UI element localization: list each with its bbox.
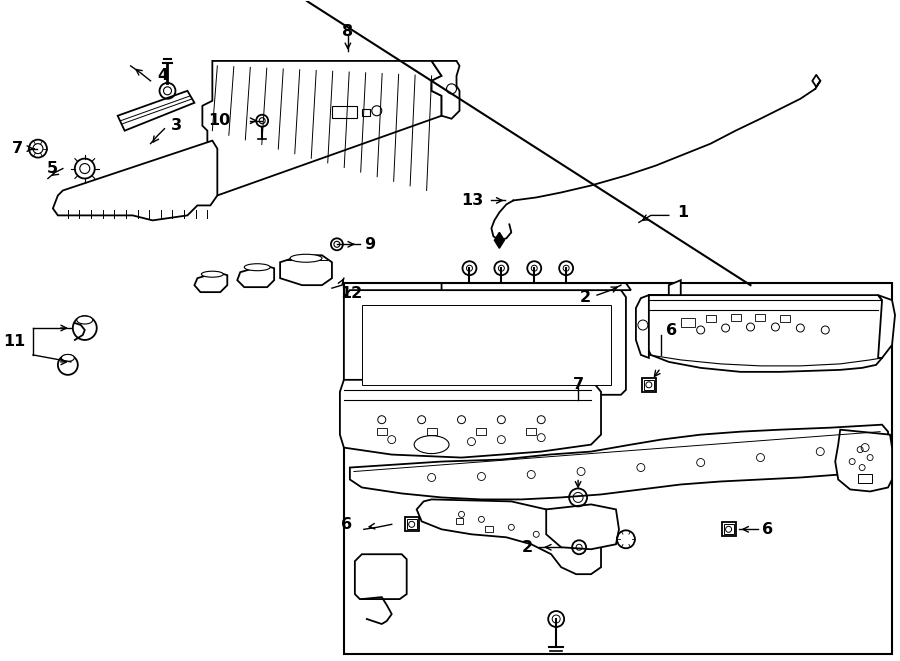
Polygon shape xyxy=(494,232,504,249)
Bar xyxy=(755,314,766,321)
Text: 8: 8 xyxy=(342,24,354,38)
Polygon shape xyxy=(118,91,194,131)
Bar xyxy=(332,106,357,118)
Text: 12: 12 xyxy=(340,286,362,301)
Text: 6: 6 xyxy=(762,522,774,537)
Bar xyxy=(642,378,656,392)
Text: 13: 13 xyxy=(461,193,483,208)
Bar xyxy=(377,428,387,435)
Polygon shape xyxy=(350,424,888,500)
Polygon shape xyxy=(878,295,895,358)
Text: 3: 3 xyxy=(170,118,182,134)
Polygon shape xyxy=(238,265,274,287)
Bar xyxy=(526,428,536,435)
Bar xyxy=(476,428,486,435)
Polygon shape xyxy=(646,295,882,372)
Bar xyxy=(731,314,741,321)
Polygon shape xyxy=(344,290,626,395)
Bar xyxy=(485,526,493,532)
Polygon shape xyxy=(432,61,460,119)
Polygon shape xyxy=(53,141,217,220)
Polygon shape xyxy=(417,500,601,574)
Text: 5: 5 xyxy=(47,161,58,176)
Polygon shape xyxy=(197,61,442,196)
Text: 6: 6 xyxy=(666,323,677,338)
Bar xyxy=(724,524,733,534)
Text: 2: 2 xyxy=(522,540,534,555)
Text: 9: 9 xyxy=(364,237,375,252)
Bar xyxy=(780,315,790,322)
Bar xyxy=(644,380,653,390)
Ellipse shape xyxy=(290,254,322,262)
Text: 4: 4 xyxy=(158,68,168,83)
Bar xyxy=(706,315,716,322)
Polygon shape xyxy=(835,430,892,491)
Bar xyxy=(722,522,735,536)
Text: 10: 10 xyxy=(208,113,230,128)
Polygon shape xyxy=(649,280,680,295)
Polygon shape xyxy=(340,380,601,457)
Text: 1: 1 xyxy=(677,205,688,220)
Bar xyxy=(680,318,695,327)
Ellipse shape xyxy=(244,264,270,271)
Text: 7: 7 xyxy=(572,377,584,393)
Polygon shape xyxy=(355,554,407,599)
Ellipse shape xyxy=(76,316,93,324)
Bar xyxy=(858,473,872,483)
Bar xyxy=(344,283,892,654)
Text: 2: 2 xyxy=(580,290,591,305)
Polygon shape xyxy=(362,305,611,385)
Text: 7: 7 xyxy=(12,141,23,156)
Ellipse shape xyxy=(202,271,223,277)
Text: 6: 6 xyxy=(341,517,352,532)
Polygon shape xyxy=(194,272,228,292)
Ellipse shape xyxy=(61,354,75,362)
Text: 11: 11 xyxy=(3,334,25,350)
Bar xyxy=(362,109,370,116)
Bar xyxy=(427,428,436,435)
Bar xyxy=(405,518,418,531)
Polygon shape xyxy=(442,283,631,290)
Polygon shape xyxy=(546,504,619,549)
Polygon shape xyxy=(636,295,649,358)
Bar xyxy=(455,518,464,524)
Bar xyxy=(407,520,417,529)
Polygon shape xyxy=(280,255,332,285)
